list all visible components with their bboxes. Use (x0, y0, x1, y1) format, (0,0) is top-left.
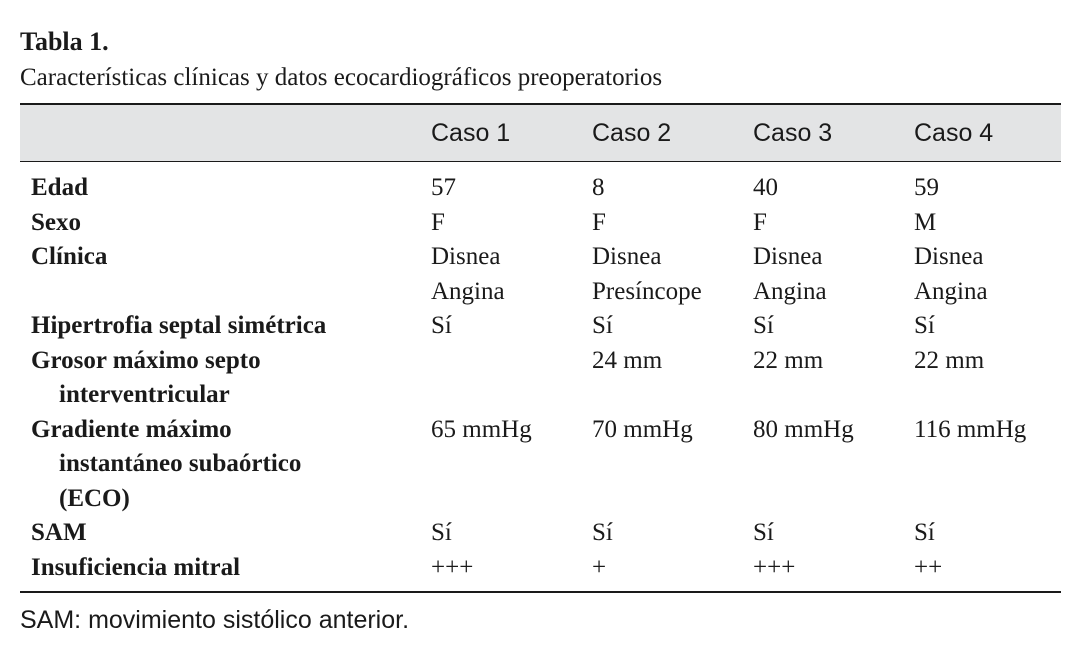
row-label-line: Grosor máximo septo (31, 346, 261, 374)
row-label: Insuficiencia mitral (31, 551, 240, 586)
table-caption-title: Tabla 1. (20, 27, 109, 56)
cell-caso-2: Sí (592, 516, 613, 551)
cell-value: 24 mm (592, 346, 663, 374)
cell-caso-2: + (592, 551, 606, 586)
cell-value: Sí (431, 519, 452, 546)
cell-caso-2: 8 (592, 171, 605, 206)
cell-value: Angina (431, 277, 505, 305)
row-label-line: Sexo (31, 208, 81, 236)
cell-caso-1: Sí (431, 516, 452, 551)
header-caso-2: Caso 2 (592, 118, 672, 147)
row-label-line: Clínica (31, 243, 108, 270)
cell-value: F (431, 208, 445, 236)
cell-caso-4: Disnea Angina (914, 240, 988, 309)
cell-caso-3: 40 (753, 171, 778, 206)
cell-value: + (592, 553, 607, 581)
row-label: Sexo (31, 206, 81, 241)
cell-caso-1: 65 mmHg (431, 413, 532, 448)
cell-value: +++ (753, 553, 796, 581)
cell-caso-4: Sí (914, 309, 935, 344)
cell-caso-4: 22 mm (914, 344, 984, 379)
table-body: Edad 57 8 40 59 Sexo F F F M Clínica Disnea Angina Di… (20, 162, 1061, 591)
table-caption-subtitle: Características clínicas y datos ecocard… (20, 64, 663, 91)
cell-caso-2: Disnea Presíncope (592, 240, 702, 309)
cell-value: Presíncope (592, 277, 702, 305)
cell-caso-3: Sí (753, 516, 774, 551)
cell-caso-4: ++ (914, 551, 942, 586)
cell-value: 65 mmHg (431, 415, 532, 443)
cell-caso-4: M (914, 206, 936, 241)
row-label: SAM (31, 516, 87, 551)
cell-value: 80 mmHg (753, 415, 854, 443)
cell-caso-3: 22 mm (753, 344, 823, 379)
cell-value: Disnea (592, 243, 662, 270)
cell-value: Sí (914, 312, 935, 339)
cell-value: 40 (753, 174, 778, 201)
cell-value: Disnea (914, 243, 984, 270)
header-caso-1: Caso 1 (431, 118, 511, 147)
row-label-line: Gradiente máximo (31, 415, 232, 443)
cell-value: 22 mm (914, 346, 985, 374)
row-label: Gradiente máximo instantáneo subaórtico (E… (31, 413, 301, 517)
cell-caso-1: F (431, 206, 445, 241)
header-caso-3: Caso 3 (753, 118, 833, 147)
table-top-rule (20, 103, 1061, 105)
cell-caso-3: +++ (753, 551, 795, 586)
row-label: Grosor máximo septo interventricular (31, 344, 261, 413)
cell-value: Sí (431, 312, 452, 339)
cell-value: 22 mm (753, 346, 824, 374)
cell-value: 57 (431, 174, 456, 201)
cell-value: 8 (592, 174, 605, 201)
cell-caso-1: Sí (431, 309, 452, 344)
row-label-line: SAM (31, 519, 87, 546)
cell-value: ++ (914, 553, 943, 581)
cell-value: Angina (914, 277, 988, 305)
cell-value: Sí (753, 312, 774, 339)
cell-caso-2: Sí (592, 309, 613, 344)
table-bottom-rule (20, 591, 1061, 593)
cell-caso-2: 70 mmHg (592, 413, 693, 448)
cell-value: Angina (753, 277, 827, 305)
cell-value: Sí (914, 519, 935, 546)
table-header-row: Caso 1 Caso 2 Caso 3 Caso 4 (20, 104, 1061, 161)
table-header-rule (20, 160, 1061, 162)
cell-caso-3: Disnea Angina (753, 240, 827, 309)
cell-caso-2: 24 mm (592, 344, 662, 379)
cell-value: Sí (753, 519, 774, 546)
row-label: Edad (31, 171, 88, 206)
cell-value: Sí (592, 519, 613, 546)
header-caso-4: Caso 4 (914, 118, 994, 147)
cell-caso-1: Disnea Angina (431, 240, 505, 309)
cell-value: F (592, 208, 606, 236)
row-label-line: Edad (31, 174, 88, 201)
cell-value: Sí (592, 312, 613, 339)
cell-caso-3: 80 mmHg (753, 413, 854, 448)
cell-caso-1: 57 (431, 171, 456, 206)
cell-value: +++ (431, 553, 474, 581)
row-label-line: instantáneo subaórtico (59, 450, 302, 477)
cell-caso-1: +++ (431, 551, 473, 586)
cell-value: Disnea (431, 243, 501, 270)
row-label: Hipertrofia septal simétrica (31, 309, 326, 344)
row-label-line: interventricular (59, 381, 230, 408)
cell-caso-4: 116 mmHg (914, 413, 1026, 448)
cell-value: F (753, 208, 767, 236)
cell-caso-3: Sí (753, 309, 774, 344)
cell-caso-2: F (592, 206, 606, 241)
row-label: Clínica (31, 240, 107, 275)
data-table: Caso 1 Caso 2 Caso 3 Caso 4 Edad 57 8 40 59 S… (20, 103, 1061, 593)
cell-value: 116 mmHg (914, 415, 1027, 443)
row-label-line: (ECO) (59, 484, 130, 512)
cell-caso-3: F (753, 206, 767, 241)
cell-value: 70 mmHg (592, 415, 693, 443)
cell-value: Disnea (753, 243, 823, 270)
cell-value: 59 (914, 174, 939, 201)
row-label-line: Insuficiencia mitral (31, 553, 241, 581)
table-footnote: SAM: movimiento sistólico anterior. (20, 606, 410, 634)
row-label-line: Hipertrofia septal simétrica (31, 312, 327, 339)
cell-caso-4: 59 (914, 171, 939, 206)
cell-value: M (914, 208, 937, 236)
cell-caso-4: Sí (914, 516, 935, 551)
